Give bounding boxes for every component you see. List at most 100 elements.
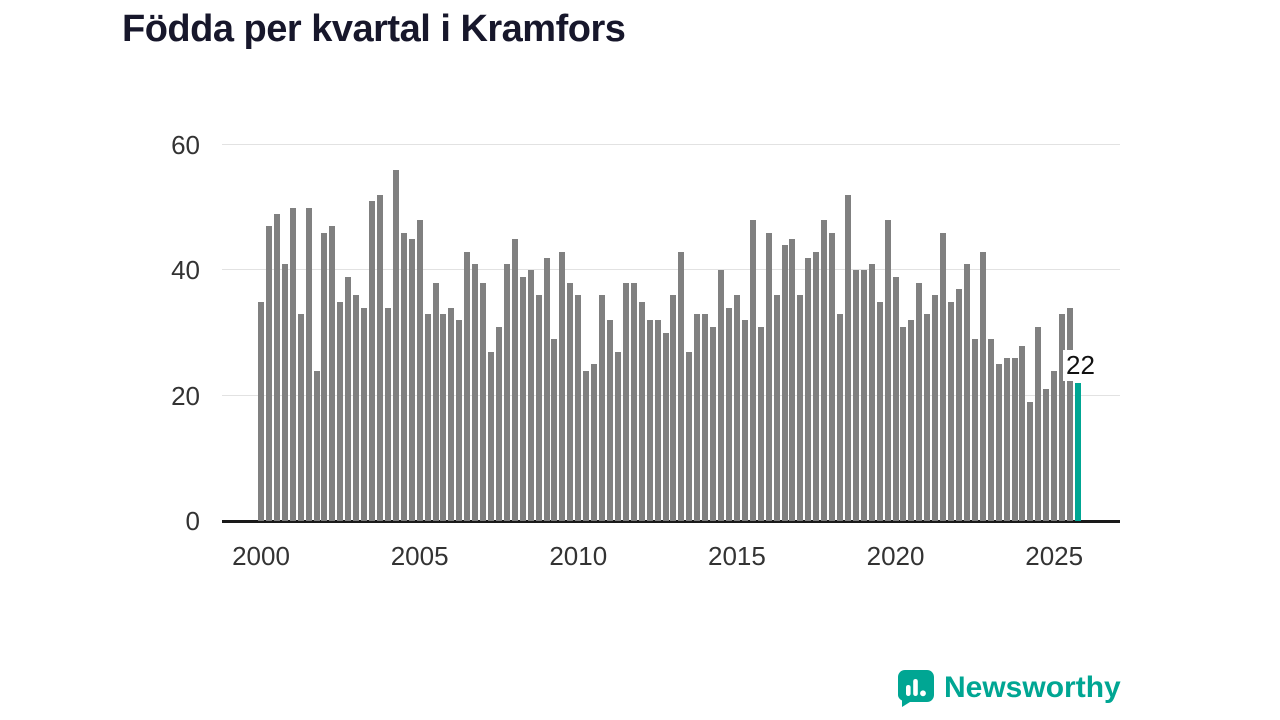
bar: [884, 220, 891, 521]
bar: [361, 307, 368, 521]
bar: [1059, 314, 1066, 521]
x-axis-tick-label: 2005: [390, 541, 449, 571]
bar: [353, 295, 360, 521]
bar: [662, 333, 669, 521]
y-axis-tick-label: 0: [185, 506, 200, 536]
y-axis-tick-label: 60: [171, 130, 200, 160]
x-axis-tick-label: 2025: [1025, 541, 1084, 571]
bar: [535, 295, 542, 521]
x-axis-tick-label: 2015: [707, 541, 766, 571]
bar: [678, 251, 685, 521]
bar: [329, 226, 336, 521]
bar: [757, 326, 764, 521]
gridline: [222, 144, 1120, 145]
bar: [384, 307, 391, 521]
bar: [638, 301, 645, 521]
bar: [503, 264, 510, 521]
bar: [860, 270, 867, 521]
bar: [488, 351, 495, 521]
x-axis-tick-label: 2010: [549, 541, 608, 571]
plot-area: [222, 144, 1120, 523]
bar: [472, 264, 479, 521]
bar: [400, 232, 407, 521]
bar: [337, 301, 344, 521]
x-axis-tick-label: 2000: [232, 541, 290, 571]
bar: [273, 213, 280, 521]
bar: [448, 307, 455, 521]
bar: [265, 226, 272, 521]
bar: [432, 282, 439, 521]
bar: [551, 339, 558, 521]
bar: [686, 351, 693, 521]
bar: [876, 301, 883, 521]
bar: [733, 295, 740, 521]
bar: [1003, 358, 1010, 521]
bar: [321, 232, 328, 521]
bar: [940, 232, 947, 521]
bar: [1043, 389, 1050, 521]
bar: [495, 326, 502, 521]
bar: [741, 320, 748, 521]
bar: [987, 339, 994, 521]
bar: [567, 282, 574, 521]
bar: [591, 364, 598, 521]
bar: [376, 195, 383, 521]
bar: [892, 276, 899, 521]
bar: [583, 370, 590, 521]
bar: [718, 270, 725, 521]
bar: [424, 314, 431, 521]
bar: [821, 220, 828, 521]
y-axis-tick-label: 20: [171, 380, 200, 411]
bar: [630, 282, 637, 521]
bar: [313, 370, 320, 521]
bar: [979, 251, 986, 521]
newsworthy-logo-icon: [898, 670, 934, 707]
bar: [480, 282, 487, 521]
bar: [607, 320, 613, 521]
bar: [1027, 401, 1034, 521]
bar: [1051, 370, 1058, 521]
bar: [900, 326, 907, 521]
bar: [511, 239, 518, 521]
bar: [622, 282, 629, 521]
bar: [797, 295, 804, 521]
bar: [408, 239, 415, 521]
bar: [543, 257, 550, 521]
bar: [392, 170, 399, 521]
bar: [456, 320, 463, 521]
bar: [725, 307, 732, 521]
highlight-value-label: 22: [1062, 350, 1098, 382]
x-axis-line: [222, 520, 1120, 523]
bar: [654, 320, 661, 521]
newsworthy-logo-text: Newsworthy: [944, 671, 1121, 704]
bar: [765, 232, 772, 521]
bar: [971, 339, 978, 521]
bar: [646, 320, 653, 521]
gridline: [222, 269, 1120, 271]
bar: [694, 314, 701, 521]
bar: [813, 251, 820, 521]
bar: [1067, 307, 1074, 521]
bar: [281, 264, 288, 521]
bar: [963, 264, 970, 521]
chart-title: Födda per kvartal i Kramfors: [122, 8, 626, 50]
highlighted-bar: [1074, 383, 1081, 521]
bar: [932, 295, 939, 521]
bar: [868, 264, 875, 521]
bar: [369, 201, 376, 521]
bar: [305, 207, 312, 521]
bar: [289, 207, 296, 521]
newsworthy-branding[interactable]: Newsworthy: [897, 669, 1121, 707]
bar: [559, 251, 566, 521]
bar: [956, 289, 963, 521]
bar: [297, 314, 304, 521]
bar: [852, 270, 859, 521]
bar: [924, 314, 931, 521]
bar: [908, 320, 915, 521]
bar: [1035, 326, 1042, 521]
bar: [464, 251, 471, 521]
bar: [749, 220, 756, 521]
bar: [1011, 358, 1018, 521]
x-axis-tick-label: 2020: [866, 541, 925, 571]
bar: [773, 295, 780, 521]
